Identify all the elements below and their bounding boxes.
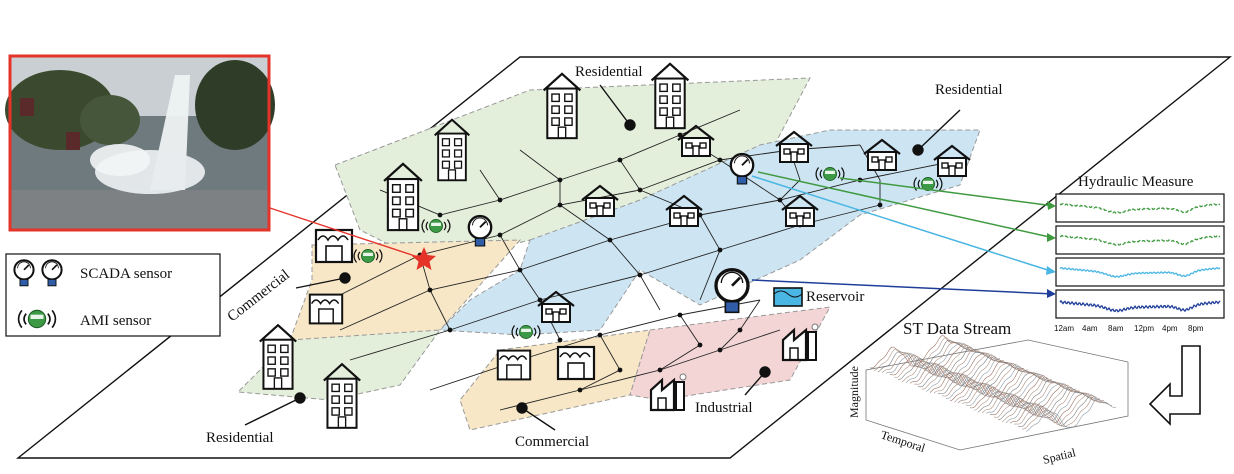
surface-line	[873, 337, 965, 371]
shop-icon	[314, 228, 354, 264]
axis-spatial-label: Spatial	[1041, 445, 1077, 467]
surface-line	[985, 382, 1077, 414]
surface-line	[1017, 394, 1109, 428]
surface-line	[949, 367, 1041, 402]
surface-line	[941, 364, 1033, 397]
legend-ami-label: AMI sensor	[80, 313, 151, 329]
hydraulic-trace	[1059, 202, 1221, 214]
surface-line	[925, 358, 1017, 392]
tick-label: 8am	[1108, 324, 1124, 333]
surface-axes-box	[865, 339, 1129, 451]
residential-label-right: Residential	[935, 82, 1003, 98]
hydraulic-trace	[1059, 299, 1221, 313]
surface-line	[917, 354, 1009, 388]
hydraulic-measure-title: Hydraulic Measure	[1078, 174, 1194, 190]
surface-line	[945, 365, 1037, 399]
surface-line	[1009, 392, 1101, 424]
sensor-legend	[5, 253, 221, 337]
surface-line	[1025, 398, 1117, 432]
surface-line	[890, 343, 981, 376]
zone-markers	[244, 84, 961, 431]
shop-icon	[496, 349, 532, 381]
hydraulic-tick-labels: 12am 4am 8am 12pm 4pm 8pm	[1054, 324, 1204, 333]
tick-label: 4am	[1082, 324, 1098, 333]
tick-label: 8pm	[1188, 324, 1204, 333]
surface-line	[957, 372, 1049, 404]
shop-icon	[308, 293, 344, 325]
surface-line	[977, 379, 1069, 413]
surface-line	[929, 361, 1021, 393]
surface-line	[973, 377, 1065, 411]
hydraulic-trace	[1059, 234, 1221, 247]
incident-star-icon	[412, 247, 436, 270]
surface-line	[905, 351, 997, 383]
reservoir-icon	[773, 287, 803, 307]
surface-line	[1021, 396, 1113, 430]
axis-magnitude-label: Magnitude	[847, 366, 861, 418]
surface-line	[981, 382, 1073, 414]
burst-photo	[5, 54, 275, 232]
tick-label: 12pm	[1134, 324, 1154, 333]
legend-scada-label: SCADA sensor	[80, 266, 172, 282]
surface-line	[965, 373, 1057, 406]
residential-label-bottom: Residential	[206, 430, 274, 446]
hydraulic-panel	[1055, 257, 1225, 287]
surface-line	[881, 342, 973, 374]
commercial-label-bottom: Commercial	[515, 434, 589, 450]
surface-line	[909, 352, 1001, 384]
reservoir-label: Reservoir	[806, 289, 864, 305]
sensor-to-panel-arrows	[751, 171, 1056, 298]
surface-line	[969, 375, 1061, 409]
shop-icon	[556, 345, 596, 381]
hydraulic-trace	[1059, 266, 1221, 278]
residential-label-top: Residential	[575, 64, 643, 80]
surface-line	[869, 335, 961, 369]
surface-line	[877, 339, 969, 373]
surface-line	[997, 386, 1089, 420]
flow-arrow-icon	[1148, 345, 1201, 426]
hydraulic-panels	[1055, 193, 1225, 319]
tick-label: 4pm	[1162, 324, 1178, 333]
surface-line	[993, 384, 1085, 418]
st-data-stream-title: ST Data Stream	[903, 319, 1011, 338]
surface-line	[1005, 391, 1097, 424]
surface-line	[933, 362, 1025, 394]
industrial-label: Industrial	[695, 400, 753, 416]
st-surface-plot	[865, 335, 1129, 451]
incident-connector	[269, 207, 425, 260]
surface-line	[893, 345, 985, 378]
tick-label: 12am	[1054, 324, 1074, 333]
